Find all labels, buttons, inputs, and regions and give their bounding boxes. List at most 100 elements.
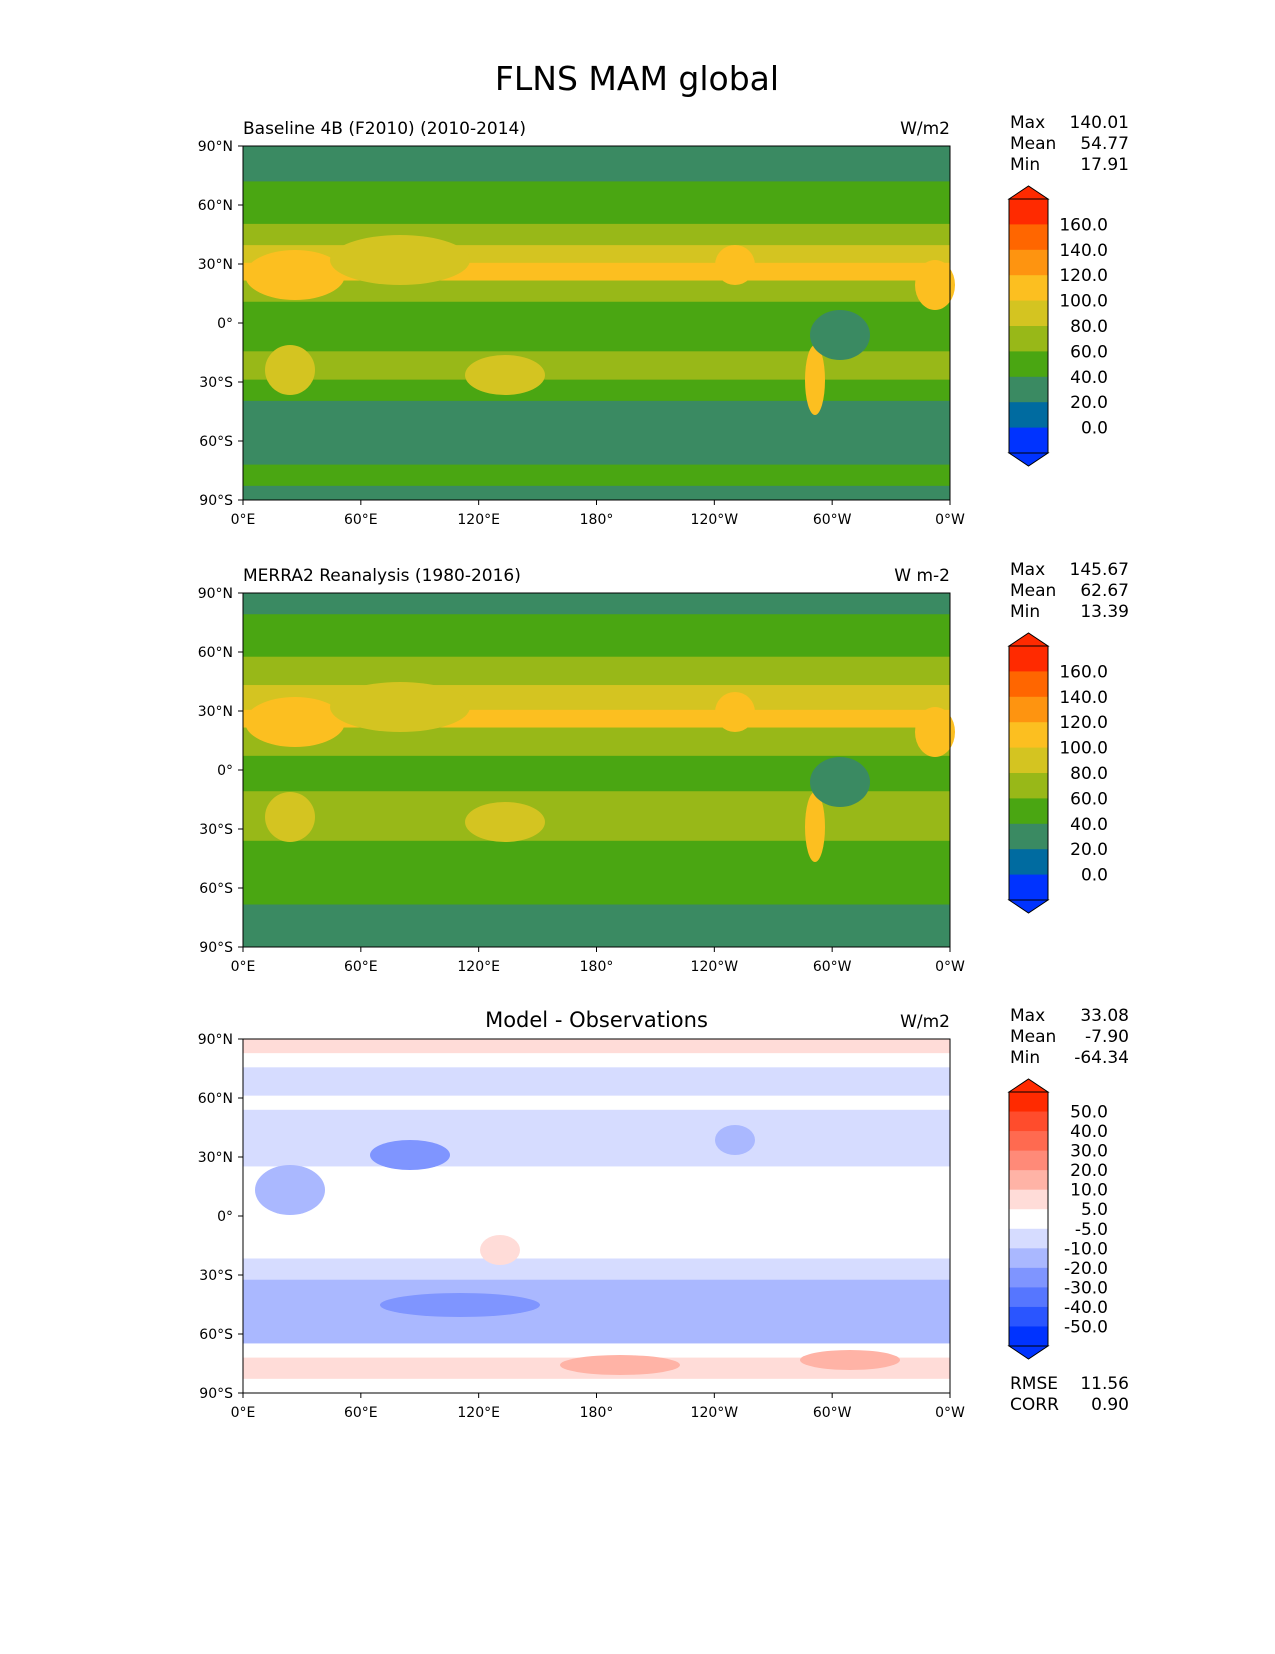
colorbar-segment <box>1009 1326 1048 1347</box>
contour-band <box>243 1166 950 1259</box>
stat-value: 11.56 <box>1080 1374 1129 1394</box>
contour-band <box>243 904 950 948</box>
colorbar-label: 20.0 <box>1070 840 1108 860</box>
x-tick-label: 60°W <box>813 959 852 975</box>
y-tick-label: 90°N <box>198 1032 233 1048</box>
colorbar-label: 100.0 <box>1059 292 1108 312</box>
x-tick-label: 0°W <box>935 959 965 975</box>
field-feature <box>805 792 825 862</box>
stat-label: Max <box>1010 113 1045 133</box>
stat-value: 33.08 <box>1080 1006 1129 1026</box>
colorbar-extend-min <box>1007 1345 1050 1360</box>
contour-band <box>243 840 950 906</box>
y-tick-label: 60°S <box>199 434 233 450</box>
colorbar-label: 120.0 <box>1059 266 1108 286</box>
x-tick-label: 0°E <box>231 1405 256 1421</box>
units-label: W/m2 <box>900 119 950 139</box>
stat-label: Mean <box>1010 581 1056 601</box>
contour-band <box>243 614 950 658</box>
stat-value: -7.90 <box>1085 1027 1129 1047</box>
field-feature <box>255 1165 325 1215</box>
colorbar-label: 100.0 <box>1059 739 1108 759</box>
stat-value: -64.34 <box>1074 1048 1129 1068</box>
y-tick-label: 30°N <box>198 1150 233 1166</box>
field-feature <box>245 697 345 747</box>
colorbar-segment <box>1009 1287 1048 1308</box>
y-tick-label: 30°S <box>199 822 233 838</box>
colorbar-label: -5.0 <box>1075 1220 1108 1240</box>
stat-value: 62.67 <box>1080 581 1129 601</box>
colorbar-segment <box>1009 402 1048 429</box>
field-feature <box>810 757 870 807</box>
contour-band <box>243 1279 950 1344</box>
colorbar-segment <box>1009 823 1048 850</box>
y-tick-label: 60°S <box>199 1327 233 1343</box>
contour-band <box>243 1378 950 1394</box>
x-tick-label: 120°W <box>691 1405 739 1421</box>
colorbar-segment <box>1009 275 1048 302</box>
field-feature <box>265 345 315 395</box>
y-tick-label: 90°N <box>198 586 233 602</box>
colorbar-label: 160.0 <box>1059 215 1108 235</box>
colorbar-label: 20.0 <box>1070 1161 1108 1181</box>
field-feature <box>715 245 755 285</box>
x-tick-label: 0°W <box>935 512 965 528</box>
colorbar-label: 50.0 <box>1070 1103 1108 1123</box>
contour-band <box>243 464 950 487</box>
colorbar-extend-max <box>1007 185 1050 200</box>
colorbar-segment <box>1009 874 1048 901</box>
map-panel-1: 0°E 60°E 120°E 180° 120°W 60°W 0°W 90°N 60°N 30°N… <box>198 113 1129 528</box>
colorbar-segment <box>1009 351 1048 378</box>
colorbar-segment <box>1009 798 1048 825</box>
colorbar-segment <box>1009 199 1048 225</box>
contour-band <box>243 1258 950 1281</box>
field-feature <box>465 802 545 842</box>
colorbar-extend-max <box>1007 1078 1050 1093</box>
x-tick-label: 0°E <box>231 959 256 975</box>
colorbar-label: 160.0 <box>1059 662 1108 682</box>
field-feature <box>560 1355 680 1375</box>
y-tick-label: 60°N <box>198 645 233 661</box>
contour-band <box>243 1095 950 1111</box>
y-tick-label: 60°N <box>198 198 233 214</box>
contour-band <box>243 1053 950 1068</box>
colorbar-segment <box>1009 224 1048 251</box>
contour-band <box>243 146 950 182</box>
field-feature <box>480 1235 520 1265</box>
colorbar-label: 140.0 <box>1059 688 1108 708</box>
y-tick-label: 30°N <box>198 704 233 720</box>
colorbar-segment <box>1009 646 1048 672</box>
x-tick-label: 180° <box>580 512 614 528</box>
colorbar-segment <box>1009 1209 1048 1230</box>
y-tick-label: 30°S <box>199 1268 233 1284</box>
contour-band <box>243 1067 950 1097</box>
stat-label: CORR <box>1010 1395 1059 1415</box>
field-feature <box>800 1350 900 1370</box>
colorbar-label: 60.0 <box>1070 342 1108 362</box>
colorbar: 160.0 140.0 120.0 100.0 80.0 60.0 40.0 20.0 0.0 <box>1007 185 1108 467</box>
field-feature <box>805 345 825 415</box>
colorbar-segment <box>1009 1248 1048 1269</box>
x-tick-label: 180° <box>580 959 614 975</box>
figure-title: FLNS MAM global <box>495 59 779 98</box>
x-tick-label: 60°E <box>344 959 378 975</box>
x-tick-label: 60°E <box>344 512 378 528</box>
stat-value: 145.67 <box>1070 560 1129 580</box>
colorbar-label: -10.0 <box>1064 1239 1108 1259</box>
panel-title: Baseline 4B (F2010) (2010-2014) <box>243 119 526 139</box>
field-feature <box>265 792 315 842</box>
x-tick-label: 0°W <box>935 1405 965 1421</box>
y-tick-label: 0° <box>217 316 233 332</box>
colorbar-segment <box>1009 1267 1048 1288</box>
x-tick-label: 120°E <box>457 512 500 528</box>
colorbar-segment <box>1009 722 1048 749</box>
x-tick-label: 120°W <box>691 512 739 528</box>
colorbar-extend-min <box>1007 452 1050 467</box>
colorbar-label: 140.0 <box>1059 241 1108 261</box>
colorbar-label: 40.0 <box>1070 815 1108 835</box>
stat-label: Min <box>1010 1048 1040 1068</box>
y-tick-label: 30°S <box>199 375 233 391</box>
colorbar-label: 5.0 <box>1081 1200 1108 1220</box>
